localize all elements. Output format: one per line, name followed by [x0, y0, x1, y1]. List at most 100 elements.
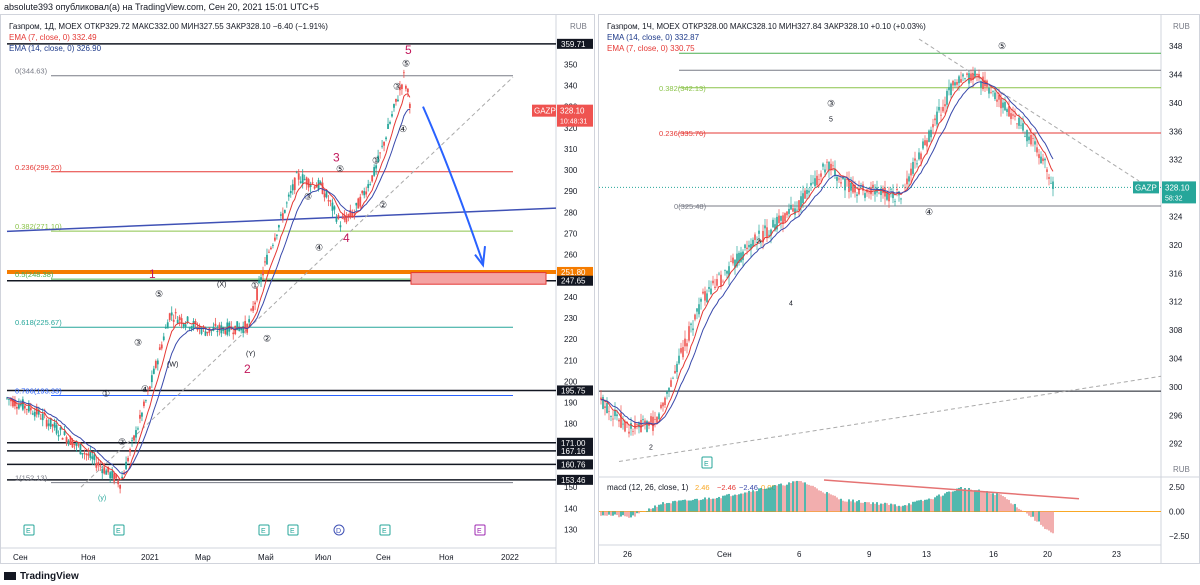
hourly-macd-bar	[690, 500, 692, 512]
daily-candle-body	[135, 430, 137, 438]
hourly-y-tick: 324	[1169, 213, 1183, 222]
daily-candle-body	[329, 200, 332, 202]
daily-candle-body	[305, 177, 308, 185]
daily-candle-body	[101, 469, 104, 474]
daily-candle-body	[371, 175, 374, 182]
hourly-candle-body	[828, 161, 830, 171]
daily-candle-body	[266, 254, 268, 265]
hourly-macd-bar	[620, 511, 622, 517]
hourly-candle-body	[730, 261, 732, 263]
hourly-candle-body	[692, 328, 694, 331]
daily-level-tag-bg	[557, 445, 593, 456]
hourly-chart-panel[interactable]: Газпром, 1Ч, MOEX ОТКР328.00 МАКС328.10 …	[598, 14, 1200, 564]
hourly-candle-body	[972, 73, 974, 80]
daily-candle-body	[115, 474, 118, 479]
hourly-macd-bar	[948, 491, 950, 512]
hourly-macd-bar	[750, 491, 752, 512]
daily-candle-body	[272, 244, 274, 246]
hourly-macd-bar	[944, 493, 946, 512]
hourly-macd-bar	[746, 492, 748, 512]
hourly-macd-bar	[812, 485, 814, 512]
daily-x-tick: Сен	[13, 553, 28, 562]
daily-candle-body	[345, 217, 348, 223]
hourly-candle-body	[600, 397, 602, 400]
daily-fib-label: 0.382(271.10)	[15, 222, 62, 231]
hourly-macd-bar	[706, 499, 708, 512]
daily-candle-body	[307, 179, 310, 188]
hourly-candle-body	[880, 188, 882, 196]
hourly-macd-bar	[926, 499, 928, 512]
hourly-candle-body	[606, 403, 608, 414]
hourly-macd-bar	[892, 504, 894, 512]
hourly-macd-bar	[898, 505, 900, 512]
hourly-candle-body	[746, 247, 748, 250]
hourly-macd-bar	[904, 505, 906, 512]
daily-y-tick: 260	[564, 251, 578, 260]
daily-candle-body	[276, 234, 278, 236]
hourly-macd-bar	[782, 485, 784, 512]
hourly-candle-body	[822, 163, 824, 167]
daily-y-tick: 310	[564, 145, 578, 154]
hourly-macd-bar	[894, 504, 896, 512]
daily-candle-body	[33, 411, 36, 417]
daily-fib-label: 0.618(225.67)	[15, 318, 62, 327]
hourly-candle-body	[858, 188, 860, 195]
daily-candle-body	[335, 217, 338, 222]
hourly-macd-bar	[868, 502, 870, 512]
hourly-macd-bar	[918, 500, 920, 512]
hourly-macd-bar	[792, 481, 794, 512]
hourly-candle-body	[942, 107, 944, 112]
daily-candle-body	[61, 437, 64, 440]
hourly-wave-label: 3	[757, 238, 761, 245]
hourly-candle-body	[804, 190, 806, 199]
hourly-candle-body	[666, 391, 668, 394]
hourly-macd-bar	[610, 511, 612, 516]
daily-candle-body	[172, 319, 175, 322]
hourly-macd-bar	[828, 493, 830, 512]
hourly-candle-body	[830, 163, 832, 170]
hourly-macd-bar	[876, 502, 878, 512]
daily-wave-label-minor: ①	[102, 388, 110, 398]
hourly-candle-body	[1014, 115, 1016, 117]
hourly-candle-body	[996, 99, 998, 102]
daily-candle-body	[268, 251, 270, 253]
hourly-macd-bar	[652, 508, 654, 512]
publish-caption: absolute393 опубликовал(а) на TradingVie…	[4, 2, 319, 12]
hourly-candle-body	[640, 419, 642, 433]
daily-x-tick: Ноя	[439, 553, 454, 562]
daily-candle-body	[69, 436, 72, 446]
hourly-macd-bar	[794, 481, 796, 512]
daily-event-marker: E	[290, 528, 295, 535]
daily-candle-body	[297, 173, 300, 180]
hourly-event-marker: E	[704, 461, 709, 468]
hourly-macd-bar	[844, 501, 846, 512]
hourly-macd-bar	[1038, 511, 1040, 522]
hourly-candle-body	[914, 158, 916, 161]
daily-candle-body	[27, 403, 30, 412]
hourly-y-tick: 340	[1169, 99, 1183, 108]
hourly-candle-body	[708, 286, 710, 289]
daily-price-time: 10:48:31	[560, 119, 587, 126]
hourly-candle-body	[1042, 158, 1044, 162]
hourly-candle-body	[678, 355, 680, 364]
hourly-macd-bar	[836, 497, 838, 512]
hourly-candle-body	[872, 184, 874, 188]
daily-event-marker: E	[382, 528, 387, 535]
daily-candle-body	[152, 368, 155, 374]
daily-chart-panel[interactable]: Газпром, 1Д, MOEX ОТКР329.72 МАКС332.00 …	[0, 14, 595, 564]
hourly-chart-svg[interactable]: RUB2922963003043083123163203243283323363…	[599, 15, 1199, 563]
hourly-macd-bar	[940, 496, 942, 512]
hourly-candle-body	[1006, 109, 1008, 113]
hourly-candle-body	[712, 280, 714, 284]
hourly-macd-bar	[832, 495, 834, 512]
daily-candle-body	[327, 200, 330, 202]
hourly-candle-body	[848, 179, 850, 193]
hourly-candle-body	[874, 190, 876, 195]
daily-candle-body	[383, 141, 385, 146]
hourly-candle-body	[742, 251, 744, 261]
hourly-macd-bar	[670, 503, 672, 512]
daily-chart-svg[interactable]: RUB1301401501601701801902002102202302402…	[1, 15, 594, 563]
hourly-macd-bar	[910, 504, 912, 512]
hourly-macd-bar	[796, 480, 798, 512]
hourly-macd-tick: 2.50	[1169, 483, 1185, 492]
